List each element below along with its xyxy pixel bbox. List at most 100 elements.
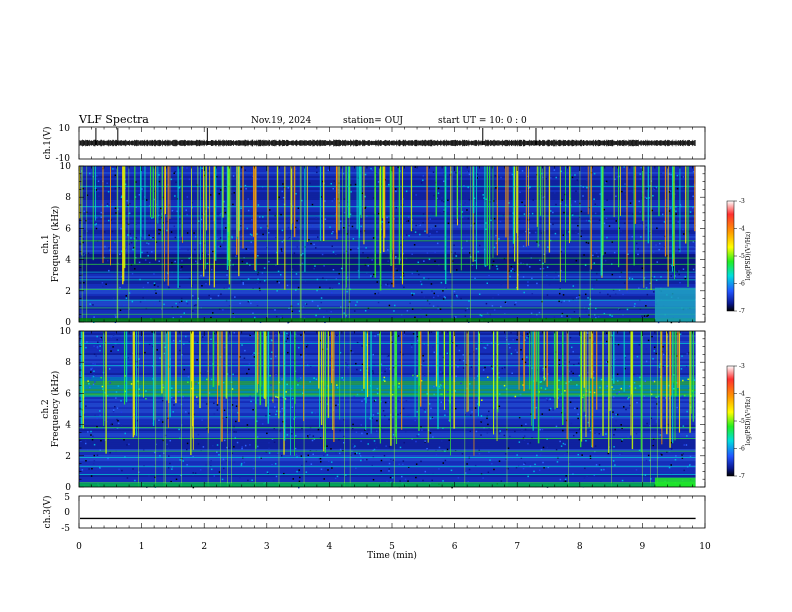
spec-pixel [562,442,565,445]
spec-pixel [96,417,98,420]
spec-pixel [487,376,489,379]
spec-pixel [148,205,151,207]
spec-pixel [691,215,693,218]
spec-pixel [547,352,550,355]
spec-band [79,463,696,466]
colorbar-tick-label: -4 [739,391,745,398]
spec-pixel [386,216,388,219]
spec-pixel [100,211,103,214]
spec-pixel [587,297,589,299]
spec-pixel [478,449,480,452]
spec-pixel [362,252,364,254]
spec-pixel [505,336,507,339]
spec-pixel [632,213,634,215]
spec-pixel [415,440,417,443]
spec-pixel [456,296,459,298]
spec-pixel [546,399,549,402]
spec-pixel [216,237,218,240]
spec-band [79,363,696,366]
spec-pixel [247,209,250,212]
spec-pixel [486,417,488,420]
spec-pixel [79,335,82,337]
spec-pixel [279,273,282,276]
spec-pixel [564,480,567,483]
spec-pixel [558,300,560,303]
ch2-spectrogram-image [79,331,705,489]
spec-band [79,443,696,446]
spec-pixel [334,477,337,480]
spec-pixel [128,221,131,224]
spec-pixel [102,285,104,288]
spec-pixel [649,424,651,427]
spec-pixel [516,338,518,341]
spec-pixel [82,238,84,240]
spec-pixel [529,465,532,468]
spec-pixel [208,392,211,394]
spec-pixel [666,255,669,257]
spec-pixel [671,193,673,195]
spec-pixel [531,437,533,439]
spec-pixel [598,219,601,221]
spec-pixel [468,353,471,356]
spec-pixel [690,395,692,397]
spec-pixel [207,253,209,256]
spec-pixel [138,471,140,473]
spec-pixel [534,231,537,234]
spec-pixel [629,271,632,274]
spec-pixel [546,266,549,269]
spec-pixel [220,293,222,296]
spec-pixel [295,333,297,335]
spec-pixel [461,211,464,213]
spec-pixel [221,478,224,481]
spec-pixel [468,261,470,263]
spec-pixel [300,354,302,356]
spec-pixel [642,223,645,225]
spec-pixel [577,296,580,298]
ch1-waveform-trace [79,139,696,147]
spec-pixel [385,445,387,447]
spec-pixel [552,409,554,411]
spec-band [79,331,696,334]
spec-pixel [563,480,565,483]
spec-pixel [167,447,169,449]
spec-pixel [549,407,552,410]
spec-pixel [354,445,356,447]
spec-pixel [228,305,231,307]
spec-pixel [270,339,273,341]
spec-pixel [455,255,458,257]
spec-pixel [112,410,115,413]
spec-pixel [147,282,149,284]
spec-band [79,347,696,350]
spec-pixel [471,264,474,266]
spec-pixel [648,172,651,175]
spec-pixel [464,315,467,317]
spec-band [79,407,696,410]
spec-pixel [399,351,402,353]
spec-pixel [373,364,376,366]
spec-band [79,192,696,195]
spec-pixel [430,283,433,285]
spec-pixel [568,370,571,373]
spec-pixel [139,301,142,303]
spec-pixel [339,429,341,432]
spec-pixel [442,462,445,464]
spec-pixel [422,222,424,224]
spec-pixel [245,248,248,250]
spec-bottom-band [79,318,696,322]
spec-pixel [558,364,561,366]
spec-pixel [220,212,222,215]
spec-pixel [670,441,673,444]
spec-pixel [646,422,648,425]
spec-pixel [129,290,132,293]
spec-pixel [257,171,260,174]
spec-pixel [312,435,315,437]
spec-pixel [420,283,423,286]
spec-pixel [284,398,287,400]
ch1-colorbar-ticks: -3-4-5-6-7 [734,198,745,315]
spec-pixel [329,287,331,289]
spec-pixel [123,438,125,441]
spec-pixel [586,331,588,334]
spec-pixel [663,221,666,223]
spec-pixel [635,416,638,419]
spec-pixel [638,449,641,452]
